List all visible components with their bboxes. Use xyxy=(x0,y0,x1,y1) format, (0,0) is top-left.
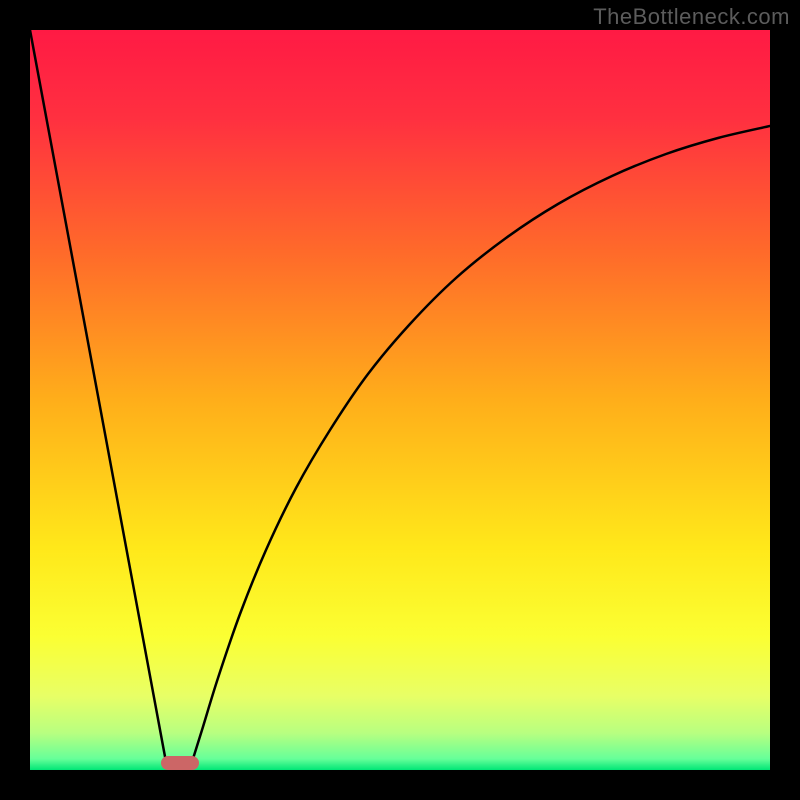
plot-area xyxy=(30,30,770,770)
chart-container: TheBottleneck.com xyxy=(0,0,800,800)
bottleneck-curves xyxy=(30,30,770,770)
optimal-marker xyxy=(161,756,199,770)
watermark-text: TheBottleneck.com xyxy=(593,4,790,30)
